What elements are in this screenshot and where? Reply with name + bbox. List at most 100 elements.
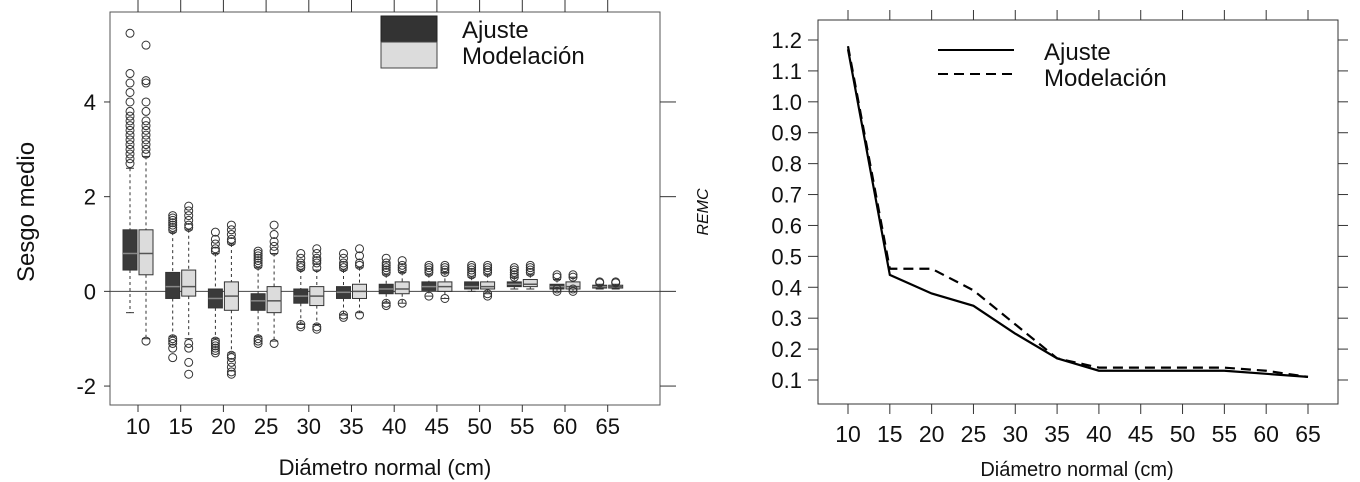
outlier-point: [339, 312, 348, 322]
outlier-point: [125, 144, 135, 154]
outlier-point: [509, 263, 519, 273]
outlier-point: [483, 265, 493, 275]
outlier-point: [210, 227, 220, 237]
outlier-point: [269, 220, 279, 230]
legend-swatch-modelacion: [380, 41, 438, 69]
outlier-point: [296, 320, 306, 330]
outlier-point: [184, 338, 194, 348]
outlier-point: [184, 215, 194, 225]
box: [181, 269, 197, 297]
outlier-point: [552, 284, 562, 294]
x-axis-label: Diámetro normal (cm): [279, 455, 492, 480]
outlier-point: [141, 121, 151, 131]
outlier-point: [312, 322, 322, 332]
box-ajuste-65: [592, 277, 608, 290]
x-tick-label: 40: [1086, 421, 1112, 447]
outlier-point: [125, 159, 135, 169]
outlier-point: [296, 258, 306, 268]
boxplot-chart: -2 0 2 4 10 15 20 25 30 35 40 45 50 55 60 65 Sesgo med…: [13, 0, 676, 480]
outlier-point: [125, 135, 135, 145]
outlier-point: [141, 140, 151, 150]
outlier-point: [184, 211, 194, 221]
box-ajuste-45: [421, 260, 437, 301]
outlier-point: [424, 291, 434, 301]
outlier-point: [253, 248, 263, 258]
box-modelación-60: [565, 270, 581, 296]
outlier-point: [141, 144, 151, 154]
outlier-point: [253, 258, 263, 268]
outlier-point: [210, 341, 220, 351]
outlier-point: [381, 253, 391, 263]
x-tick-label: 20: [211, 414, 235, 439]
outlier-point: [168, 343, 178, 353]
outlier-point: [269, 246, 279, 256]
outlier-point: [125, 116, 135, 126]
outlier-point: [296, 248, 306, 258]
outlier-point: [210, 246, 220, 256]
x-tick-label: 45: [425, 414, 449, 439]
outlier-point: [483, 289, 493, 299]
outlier-point: [141, 78, 151, 88]
box-modelación-40: [394, 256, 410, 308]
outlier-point: [355, 260, 364, 270]
outlier-point: [141, 116, 151, 126]
outlier-point: [269, 338, 279, 348]
outlier-point: [467, 265, 477, 275]
outlier-point: [355, 244, 364, 254]
x-tick-label: 30: [297, 414, 321, 439]
y-tick-label: 0: [84, 279, 96, 304]
outlier-point: [226, 350, 236, 360]
y-tick-label: 1.2: [771, 28, 802, 53]
x-axis: 10 15 20 25 30 35 40 45 50 55 60 65: [126, 0, 620, 439]
box-modelación-15: [181, 201, 197, 379]
outlier-point: [125, 111, 135, 121]
outlier-point: [168, 225, 178, 235]
outlier-point: [141, 97, 151, 107]
x-tick-label: 50: [1170, 421, 1196, 447]
outlier-point: [125, 97, 135, 107]
outlier-point: [168, 220, 178, 230]
outlier-point: [312, 244, 322, 254]
legend-label-modelacion: Modelación: [462, 43, 585, 70]
outlier-point: [184, 206, 194, 216]
outlier-point: [296, 260, 306, 270]
outlier-point: [125, 28, 135, 38]
outlier-point: [168, 218, 178, 228]
outlier-point: [296, 322, 306, 332]
outlier-point: [381, 260, 391, 270]
outlier-point: [141, 125, 151, 135]
outlier-point: [483, 260, 493, 270]
box-modelación-65: [608, 277, 624, 290]
outlier-point: [253, 336, 263, 346]
outlier-point: [125, 106, 135, 116]
outlier-point: [440, 263, 450, 273]
outlier-point: [226, 367, 236, 377]
outlier-point: [210, 244, 220, 254]
outlier-point: [397, 263, 407, 273]
box: [165, 271, 181, 299]
box-modelación-50: [480, 260, 496, 301]
x-tick-label: 30: [1002, 421, 1028, 447]
x-tick-label: 20: [919, 421, 945, 447]
y-tick-label: 0.3: [771, 306, 802, 331]
x-tick-label: 65: [1295, 421, 1321, 447]
outlier-point: [525, 260, 535, 270]
outlier-point: [483, 267, 493, 277]
outlier-point: [339, 260, 348, 270]
x-tick-label: 10: [835, 421, 861, 447]
outlier-point: [184, 343, 194, 353]
outlier-point: [141, 40, 151, 50]
x-tick-label: 50: [467, 414, 491, 439]
outlier-point: [253, 256, 263, 266]
x-tick-label: 45: [1128, 421, 1154, 447]
outlier-point: [168, 353, 178, 363]
outlier-point: [226, 353, 236, 363]
outlier-point: [226, 225, 236, 235]
outlier-point: [440, 260, 450, 270]
line-chart: 0.1 0.2 0.3 0.4 0.5 0.6 0.7 0.8 0.9 1.0 1.1 1.2 10 15…: [695, 10, 1348, 481]
outlier-point: [355, 258, 364, 268]
y-tick-label: 4: [84, 90, 96, 115]
outlier-point: [312, 258, 322, 268]
outlier-point: [424, 265, 434, 275]
outlier-point: [269, 237, 279, 247]
